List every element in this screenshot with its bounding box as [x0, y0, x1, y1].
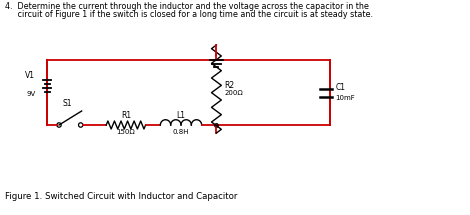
Text: Figure 1. Switched Circuit with Inductor and Capacitor: Figure 1. Switched Circuit with Inductor…	[5, 192, 237, 201]
Text: S1: S1	[62, 99, 71, 108]
Text: R2: R2	[224, 80, 235, 89]
Text: 4.  Determine the current through the inductor and the voltage across the capaci: 4. Determine the current through the ind…	[5, 2, 369, 11]
Text: C1: C1	[336, 83, 345, 92]
Text: 9V: 9V	[27, 91, 36, 97]
Text: 200Ω: 200Ω	[224, 90, 243, 96]
Text: L1: L1	[177, 111, 186, 120]
Text: 10mF: 10mF	[336, 95, 355, 100]
Text: circuit of Figure 1 if the switch is closed for a long time and the circuit is a: circuit of Figure 1 if the switch is clo…	[5, 10, 373, 19]
Text: R1: R1	[121, 111, 131, 120]
Text: V1: V1	[24, 72, 34, 80]
Text: 0.8H: 0.8H	[173, 129, 189, 135]
Text: 150Ω: 150Ω	[117, 129, 135, 135]
